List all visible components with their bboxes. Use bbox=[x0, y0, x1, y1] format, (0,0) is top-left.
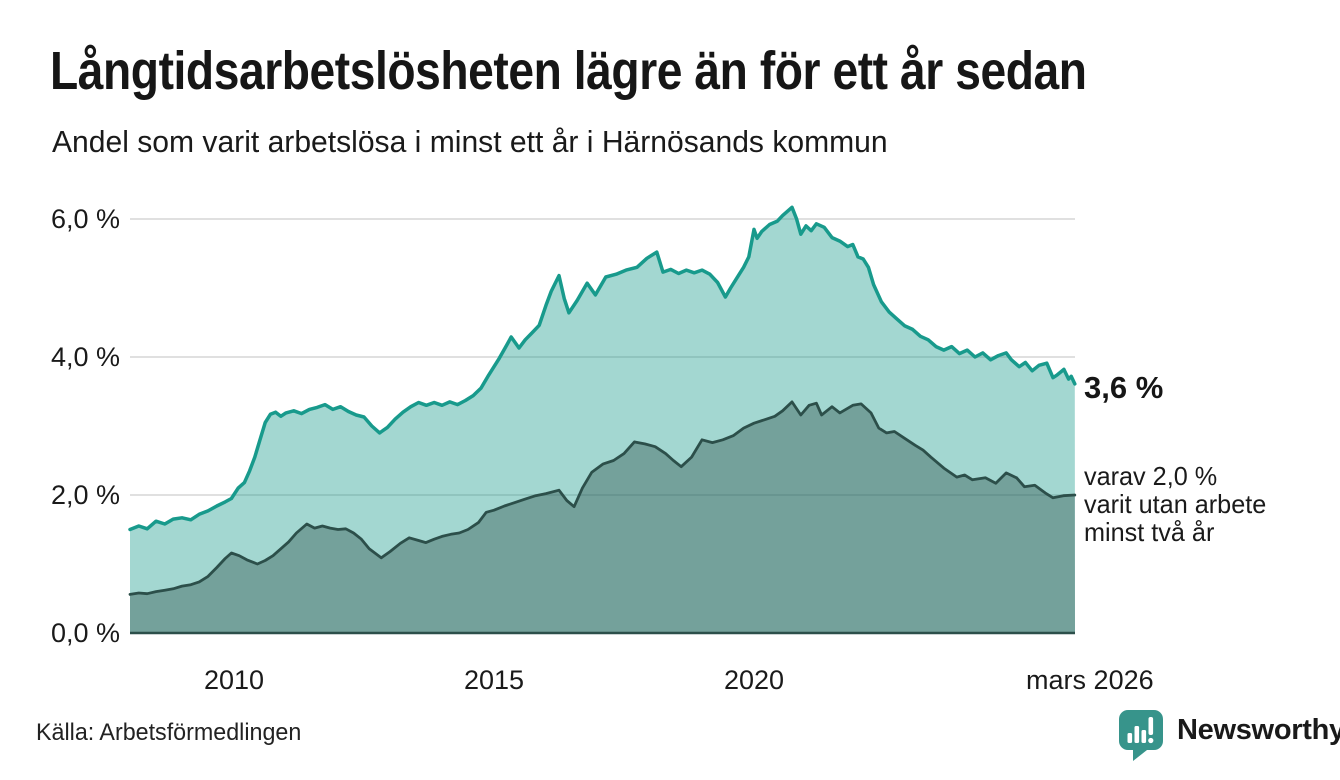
x-tick-label: 2010 bbox=[204, 665, 264, 695]
y-tick-label: 4,0 % bbox=[51, 342, 120, 372]
newsworthy-logo: Newsworthy bbox=[1117, 709, 1340, 761]
page-title: Långtidsarbetslösheten lägre än för ett … bbox=[50, 41, 1087, 101]
logo-bars bbox=[1127, 717, 1154, 744]
latest-value-label: 3,6 % bbox=[1084, 370, 1164, 405]
series-area bbox=[130, 401, 1075, 633]
series-area bbox=[130, 207, 1075, 634]
page-subtitle: Andel som varit arbetslösa i minst ett å… bbox=[52, 124, 888, 159]
y-tick-label: 0,0 % bbox=[51, 618, 120, 648]
y-tick-label: 2,0 % bbox=[51, 480, 120, 510]
source-note: Källa: Arbetsförmedlingen bbox=[36, 719, 302, 746]
newsworthy-logo-text: Newsworthy bbox=[1177, 714, 1340, 746]
newsworthy-logo-icon bbox=[1119, 710, 1163, 761]
secondary-value-label: varav 2,0 % varit utan arbete minst två … bbox=[1084, 461, 1267, 547]
series-line bbox=[128, 400, 1077, 596]
x-tick-label: 2015 bbox=[464, 665, 524, 695]
x-tick-label: mars 2026 bbox=[1026, 665, 1154, 695]
series-line bbox=[128, 205, 1077, 532]
x-tick-label: 2020 bbox=[724, 665, 784, 695]
logo-bubble bbox=[1119, 710, 1163, 761]
y-tick-label: 6,0 % bbox=[51, 204, 120, 234]
